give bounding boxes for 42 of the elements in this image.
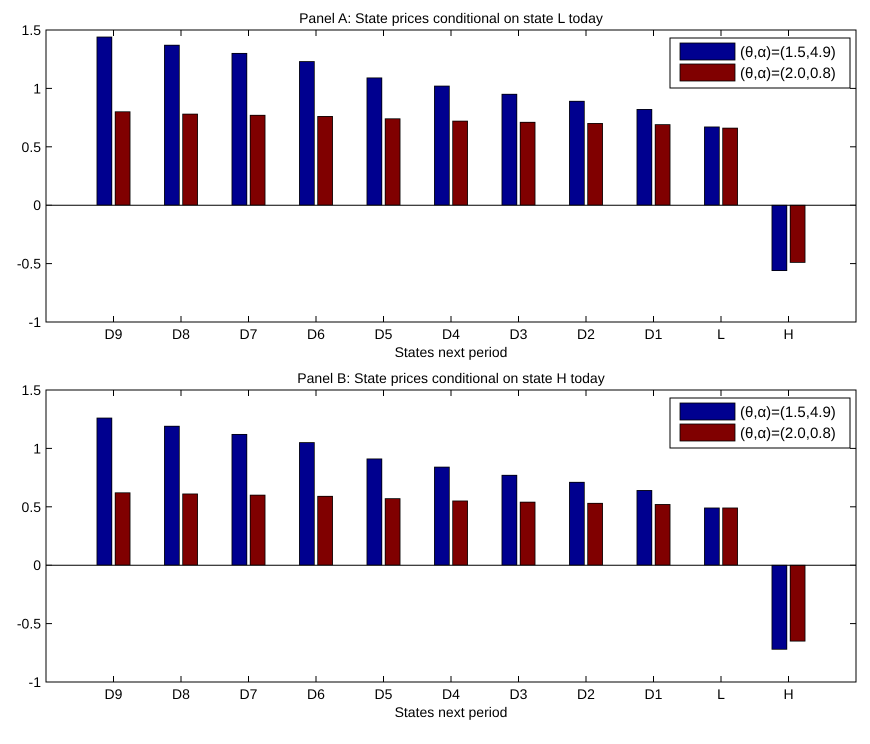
x-tick-label: D5 [374, 686, 393, 702]
y-tick-label: 0.5 [22, 138, 42, 155]
x-tick-label: D9 [104, 686, 123, 702]
y-tick-label: -0.5 [16, 256, 42, 272]
legend-label: (θ,α)=(2.0,0.8) [740, 65, 836, 82]
x-tick-label: L [717, 686, 726, 702]
chart-title: Panel B: State prices conditional on state H today [297, 370, 605, 386]
x-tick-label: D2 [577, 686, 596, 702]
x-tick-label: D7 [240, 686, 258, 702]
y-tick-label: -1 [28, 314, 42, 330]
y-tick-label: 1.5 [22, 22, 42, 38]
x-axis-title: States next period [394, 344, 508, 360]
x-tick-label: D9 [104, 326, 123, 342]
y-tick-label: 1 [33, 80, 42, 96]
x-tick-label: D1 [644, 326, 663, 342]
x-tick-label: D4 [442, 686, 460, 702]
x-tick-label: D7 [240, 326, 258, 342]
x-tick-label: D2 [577, 326, 596, 342]
y-tick-label: 1.5 [22, 382, 42, 398]
x-tick-label: D8 [172, 686, 190, 702]
x-tick-label: D3 [510, 326, 528, 342]
x-tick-label: D3 [510, 686, 528, 702]
x-tick-label: D6 [307, 686, 326, 702]
y-tick-label: -0.5 [16, 616, 42, 632]
x-tick-label: D6 [307, 326, 326, 342]
x-axis-title: States next period [394, 704, 508, 720]
y-tick-label: -1 [28, 674, 42, 690]
y-tick-label: 1 [33, 440, 42, 456]
y-tick-label: 0 [33, 557, 42, 574]
x-tick-label: D4 [442, 326, 460, 342]
legend-label: (θ,α)=(1.5,4.9) [740, 44, 836, 61]
x-tick-label: D1 [644, 686, 663, 702]
x-tick-label: H [783, 326, 794, 342]
y-tick-label: 0.5 [22, 498, 42, 515]
x-tick-label: D8 [172, 326, 190, 342]
x-tick-label: L [717, 326, 726, 342]
legend-label: (θ,α)=(2.0,0.8) [740, 425, 836, 442]
chart-title: Panel A: State prices conditional on state L today [299, 10, 603, 26]
y-tick-label: 0 [33, 197, 42, 214]
legend-label: (θ,α)=(1.5,4.9) [740, 404, 836, 421]
x-tick-label: D5 [374, 326, 393, 342]
x-tick-label: H [783, 686, 794, 702]
